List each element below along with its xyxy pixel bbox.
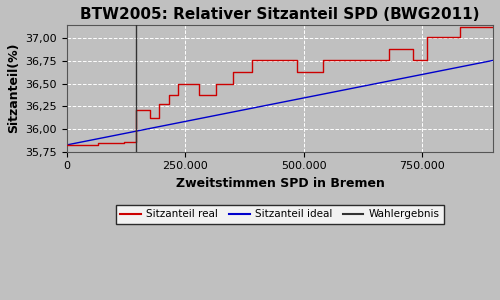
Y-axis label: Sitzanteil(%): Sitzanteil(%)	[7, 43, 20, 134]
Title: BTW2005: Relativer Sitzanteil SPD (BWG2011): BTW2005: Relativer Sitzanteil SPD (BWG20…	[80, 7, 479, 22]
Legend: Sitzanteil real, Sitzanteil ideal, Wahlergebnis: Sitzanteil real, Sitzanteil ideal, Wahle…	[116, 205, 444, 224]
X-axis label: Zweitstimmen SPD in Bremen: Zweitstimmen SPD in Bremen	[176, 177, 384, 190]
